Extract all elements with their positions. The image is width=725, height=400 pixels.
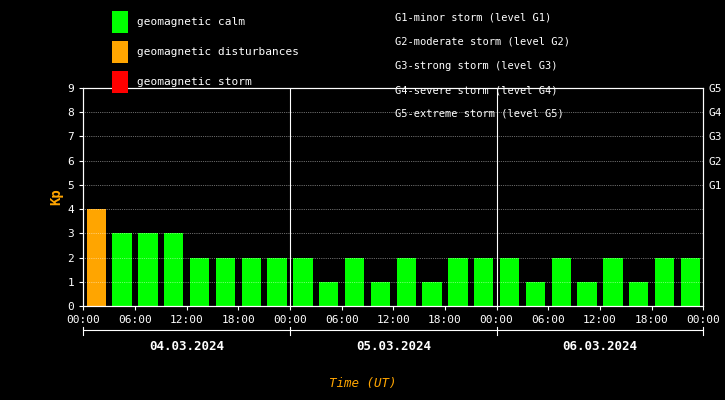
Bar	[370, 282, 390, 306]
Bar	[448, 258, 468, 306]
Bar	[500, 258, 519, 306]
Bar	[423, 282, 442, 306]
Bar	[603, 258, 623, 306]
Bar	[526, 282, 545, 306]
Text: G5-extreme storm (level G5): G5-extreme storm (level G5)	[395, 109, 564, 119]
Text: Time (UT): Time (UT)	[328, 378, 397, 390]
Bar	[216, 258, 235, 306]
Text: 04.03.2024: 04.03.2024	[149, 340, 224, 352]
Text: geomagnetic calm: geomagnetic calm	[137, 17, 245, 27]
Bar	[629, 282, 648, 306]
Text: geomagnetic disturbances: geomagnetic disturbances	[137, 47, 299, 57]
Bar	[268, 258, 287, 306]
Bar	[86, 209, 106, 306]
Text: G2-moderate storm (level G2): G2-moderate storm (level G2)	[395, 37, 570, 47]
Bar	[474, 258, 494, 306]
Bar	[397, 258, 416, 306]
Text: G1-minor storm (level G1): G1-minor storm (level G1)	[395, 13, 552, 23]
Bar	[655, 258, 674, 306]
Text: G3-strong storm (level G3): G3-strong storm (level G3)	[395, 61, 558, 71]
Bar	[319, 282, 339, 306]
Text: 06.03.2024: 06.03.2024	[563, 340, 637, 352]
Bar	[577, 282, 597, 306]
Bar	[112, 233, 132, 306]
Y-axis label: Kp: Kp	[49, 189, 63, 205]
Bar	[241, 258, 261, 306]
Text: 05.03.2024: 05.03.2024	[356, 340, 431, 352]
Bar	[164, 233, 183, 306]
Bar	[345, 258, 364, 306]
Text: G4-severe storm (level G4): G4-severe storm (level G4)	[395, 85, 558, 95]
Bar	[190, 258, 210, 306]
Bar	[681, 258, 700, 306]
Bar	[293, 258, 312, 306]
Bar	[552, 258, 571, 306]
Bar	[138, 233, 157, 306]
Text: geomagnetic storm: geomagnetic storm	[137, 77, 252, 87]
